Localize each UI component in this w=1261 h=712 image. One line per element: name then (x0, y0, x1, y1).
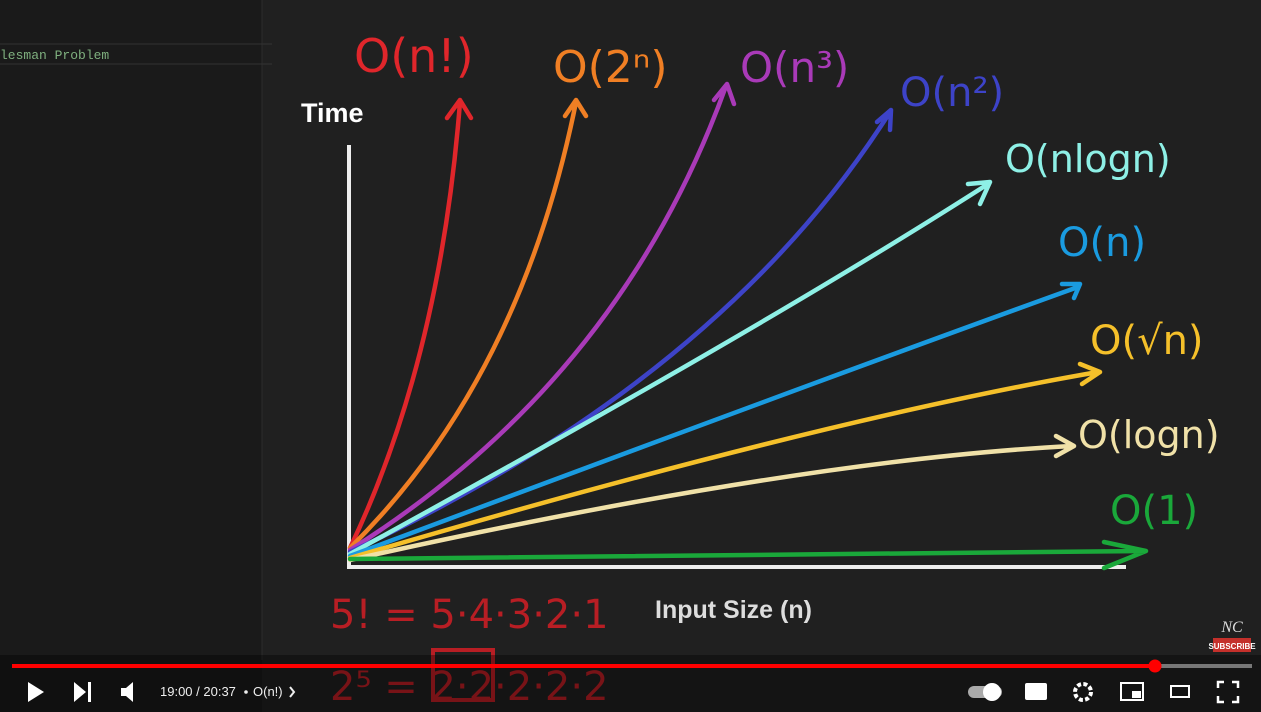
separator (244, 690, 248, 694)
complexity-label: O(2ⁿ) (553, 42, 668, 93)
miniplayer-inner (1132, 691, 1141, 698)
curve (347, 433, 1077, 563)
complexity-label: O(n²) (900, 70, 1004, 116)
curve (347, 361, 1103, 561)
complexity-labels: O(n!) O(2ⁿ) O(n³) O(n²) O(nlogn) O(n) O(… (354, 29, 1220, 534)
fullscreen-button[interactable] (1216, 680, 1240, 704)
complexity-label: O(n³) (740, 43, 849, 92)
complexity-label: O(n!) (354, 29, 474, 83)
time-display: 19:00 / 20:37 (160, 684, 236, 699)
volume-button[interactable] (121, 682, 133, 702)
watermark-logo: NC (1220, 619, 1243, 636)
editor-panel (0, 0, 262, 712)
curve (347, 97, 474, 551)
theater-button[interactable] (1170, 685, 1190, 698)
settings-button[interactable] (1073, 682, 1093, 702)
progress-played (12, 664, 1155, 668)
miniplayer-button[interactable] (1120, 682, 1144, 701)
complexity-label: O(nlogn) (1005, 137, 1171, 181)
curve (347, 107, 894, 555)
curve (347, 179, 993, 557)
note: 2⁵ = 2·2·2·2·2 (330, 664, 609, 710)
play-button[interactable] (28, 682, 44, 702)
curve (347, 539, 1149, 571)
subscribe-button[interactable] (1213, 638, 1251, 652)
autoplay-knob[interactable] (983, 683, 1001, 701)
next-button[interactable] (74, 682, 91, 702)
curves (347, 81, 1149, 571)
complexity-label: O(logn) (1078, 413, 1220, 457)
x-axis-label: Input Size (n) (655, 596, 812, 624)
note-box (431, 648, 495, 702)
curve (347, 81, 737, 553)
note: 5! = 5·4·3·2·1 (330, 592, 609, 638)
scrubber[interactable] (1148, 659, 1162, 673)
chapter-title[interactable]: O(n!) (253, 684, 283, 699)
complexity-label: O(√n) (1090, 318, 1204, 364)
editor-tab-text: lesman Problem (0, 48, 109, 63)
complexity-label: O(n) (1058, 220, 1146, 266)
cc-button[interactable] (1025, 683, 1047, 700)
chapter-chevron[interactable] (289, 686, 296, 698)
y-axis-label: Time (301, 98, 364, 128)
curve (347, 97, 589, 551)
complexity-label: O(1) (1110, 488, 1198, 534)
subscribe-text[interactable]: SUBSCRIBE (1208, 642, 1256, 651)
curve (347, 281, 1083, 559)
